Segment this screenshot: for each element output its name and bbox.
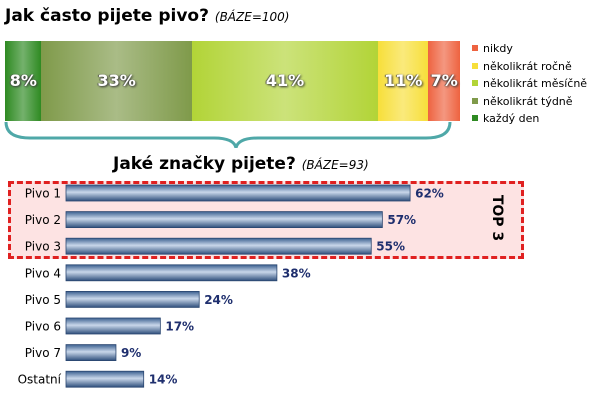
chart-title-brands: Jaké značky pijete? (BÁZE=93) xyxy=(113,154,369,174)
stack-segment-label: 33% xyxy=(97,71,136,90)
stack-segment-label: 7% xyxy=(430,71,458,90)
legend-item: několikrát ročně xyxy=(472,58,587,76)
title-text: Jaké značky pijete? xyxy=(113,154,296,174)
stack-segment-1 xyxy=(5,41,42,121)
legend-swatch xyxy=(472,97,478,104)
bar xyxy=(65,237,372,255)
legend-item: několikrát měsíčně xyxy=(472,75,587,93)
legend: nikdy několikrát ročně několikrát měsíčně n… xyxy=(472,40,587,128)
value-label: 17% xyxy=(165,320,194,334)
value-label: 9% xyxy=(121,346,141,360)
value-label: 55% xyxy=(376,240,405,254)
category-label: Pivo 6 xyxy=(25,320,61,334)
legend-swatch xyxy=(472,62,478,69)
value-label: 38% xyxy=(282,266,311,280)
brace-connector xyxy=(4,121,452,148)
legend-item: několikrát týdně xyxy=(472,93,587,111)
category-label: Pivo 2 xyxy=(25,213,61,227)
legend-label: nikdy xyxy=(483,42,513,55)
bar xyxy=(65,264,278,282)
category-label: Pivo 3 xyxy=(25,240,61,254)
stack-segment-2 xyxy=(41,41,192,121)
legend-label: několikrát ročně xyxy=(483,59,572,73)
legend-label: několikrát týdně xyxy=(483,94,573,108)
category-label: Ostatní xyxy=(18,373,62,387)
bar xyxy=(65,184,411,202)
stack-segment-label: 41% xyxy=(265,71,305,90)
legend-swatch xyxy=(472,80,478,86)
value-label: 14% xyxy=(149,373,178,387)
legend-swatch xyxy=(472,45,478,51)
bar xyxy=(65,344,117,362)
stack-segment-3 xyxy=(191,41,379,121)
category-label: Pivo 7 xyxy=(25,346,61,360)
value-label: 57% xyxy=(387,213,416,227)
legend-label: několikrát měsíčně xyxy=(483,77,588,90)
bar xyxy=(65,317,161,335)
category-label: Pivo 4 xyxy=(25,266,61,280)
legend-swatch xyxy=(472,115,478,121)
legend-item: každý den xyxy=(472,110,587,128)
stack-segment-5 xyxy=(428,41,460,121)
value-label: 24% xyxy=(204,293,233,307)
bar xyxy=(65,370,145,388)
value-label: 62% xyxy=(415,187,444,201)
title-text: Jak často pijete pivo? xyxy=(5,6,209,26)
base-note: (BÁZE=100) xyxy=(214,10,290,24)
stack-segment-label: 8% xyxy=(9,71,37,90)
category-label: Pivo 1 xyxy=(25,187,61,201)
brace-path xyxy=(4,121,452,148)
bar xyxy=(65,211,383,229)
bar xyxy=(65,290,200,308)
stacked-bar: 8% 33% 41% 11% 7% xyxy=(5,41,460,121)
chart-title-frequency: Jak často pijete pivo? (BÁZE=100) xyxy=(5,6,289,26)
legend-label: každý den xyxy=(483,112,540,125)
category-label: Pivo 5 xyxy=(25,293,61,307)
stack-segment-label: 11% xyxy=(384,71,423,90)
stack-segment-4 xyxy=(378,41,429,121)
legend-item: nikdy xyxy=(472,40,587,58)
base-note: (BÁZE=93) xyxy=(301,158,369,172)
